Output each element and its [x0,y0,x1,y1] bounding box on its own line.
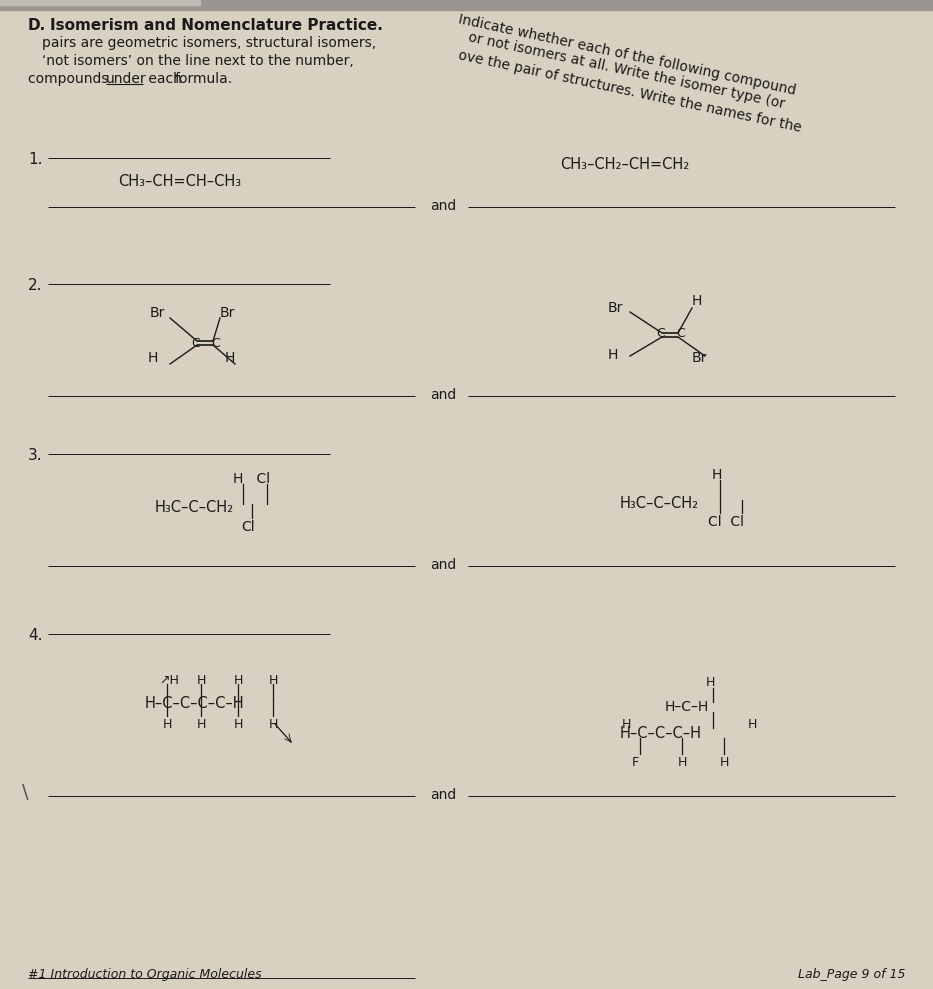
Text: C: C [211,337,220,350]
Text: Br: Br [220,306,235,320]
Text: under: under [106,72,146,86]
Text: and: and [430,788,456,802]
Text: H–C–H: H–C–H [665,700,709,714]
Text: H: H [197,718,206,731]
Text: H₃C–C–CH₂: H₃C–C–CH₂ [620,496,699,511]
Text: H: H [197,674,206,687]
Text: CH₃–CH=CH–CH₃: CH₃–CH=CH–CH₃ [118,174,241,189]
Text: Cl: Cl [241,520,255,534]
Text: H: H [225,351,235,365]
Text: ‘not isomers’ on the line next to the number,: ‘not isomers’ on the line next to the nu… [42,54,354,68]
Text: H: H [148,351,159,365]
Bar [0,0,200,5]
Text: pairs are geometric isomers, structural isomers,: pairs are geometric isomers, structural … [42,36,376,50]
Text: each: each [144,72,187,86]
Text: Br: Br [692,351,707,365]
Text: H: H [234,718,244,731]
Text: and: and [430,199,456,213]
Text: C: C [656,327,664,340]
Text: H: H [163,718,173,731]
Text: formula.: formula. [175,72,233,86]
Text: 3.: 3. [28,448,43,463]
Text: D.: D. [28,18,47,33]
Text: H₃C–C–CH₂: H₃C–C–CH₂ [155,500,234,515]
Text: 1.: 1. [28,152,43,167]
Bar [0,0,933,10]
Text: 2.: 2. [28,278,43,293]
Text: H: H [720,756,730,769]
Text: H: H [269,718,278,731]
Text: \: \ [22,783,29,802]
Text: H: H [608,348,619,362]
Text: H: H [269,674,278,687]
Text: H: H [622,718,632,731]
Text: ove the pair of structures. Write the names for the: ove the pair of structures. Write the na… [457,48,802,135]
Text: C: C [191,337,200,350]
Text: and: and [430,558,456,572]
Text: H: H [712,468,722,482]
Text: H: H [706,676,716,689]
Text: Br: Br [608,301,623,315]
Text: H–C–C–C–C–H: H–C–C–C–C–H [145,696,244,711]
Text: or not isomers at all. Write the isomer type (or: or not isomers at all. Write the isomer … [467,30,787,111]
Text: Lab_Page 9 of 15: Lab_Page 9 of 15 [798,968,905,981]
Text: C: C [676,327,685,340]
Text: Cl  Cl: Cl Cl [708,515,744,529]
Text: Br: Br [150,306,165,320]
Text: #1 Introduction to Organic Molecules: #1 Introduction to Organic Molecules [28,968,261,981]
Text: CH₃–CH₂–CH=CH₂: CH₃–CH₂–CH=CH₂ [560,157,689,172]
Text: H: H [692,294,703,308]
Text: F: F [632,756,639,769]
Text: H: H [234,674,244,687]
Text: H   Cl: H Cl [233,472,271,486]
Text: ↗H: ↗H [159,674,179,687]
Text: 4.: 4. [28,628,43,643]
Text: Indicate whether each of the following compound: Indicate whether each of the following c… [457,12,798,97]
Text: H: H [748,718,758,731]
Text: and: and [430,388,456,402]
Text: compounds: compounds [28,72,113,86]
Text: Isomerism and Nomenclature Practice.: Isomerism and Nomenclature Practice. [50,18,383,33]
Text: H–C–C–C–H: H–C–C–C–H [620,726,702,741]
Text: H: H [678,756,688,769]
